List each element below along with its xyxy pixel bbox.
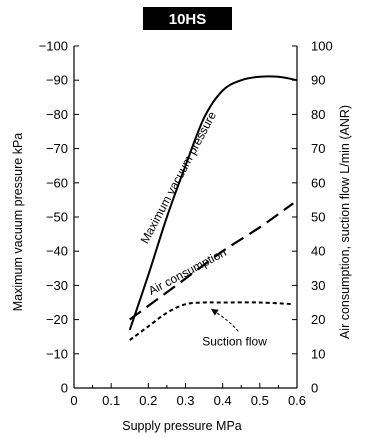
right-tick-label: 60: [311, 175, 325, 190]
right-tick-label: 0: [311, 381, 318, 396]
right-tick-label: 100: [311, 39, 333, 54]
right-axis-title: Air consumption, suction flow L/min (ANR…: [338, 105, 352, 339]
right-tick-label: 30: [311, 278, 325, 293]
x-tick-label: 0.6: [288, 393, 306, 408]
x-tick-label: 0.4: [214, 393, 232, 408]
left-tick-label: −90: [46, 73, 68, 88]
left-tick-label: 0: [61, 381, 68, 396]
x-axis-title: Supply pressure MPa: [122, 419, 242, 433]
x-tick-label: 0: [70, 393, 77, 408]
x-tick-label: 0.5: [251, 393, 269, 408]
annotation-suction-flow: Suction flow: [202, 334, 267, 348]
right-tick-label: 90: [311, 73, 325, 88]
right-tick-label: 80: [311, 107, 325, 122]
series-line-maximum-vacuum-pressure: [128, 75, 298, 331]
left-tick-label: −20: [46, 312, 68, 327]
x-tick-label: 0.1: [102, 393, 120, 408]
title-badge-background: [143, 7, 232, 30]
series-line-suction-flow: [129, 301, 294, 341]
annotation-maximum-vacuum-pressure: Maximum vacuum pressure: [137, 109, 219, 246]
x-axis-ticks: 0 0.1 0.2 0.3 0.4 0.5 0.6: [70, 383, 306, 408]
right-tick-label: 70: [311, 141, 325, 156]
series-line-air-consumption: [129, 202, 294, 321]
right-tick-label: 50: [311, 210, 325, 225]
left-tick-label: −100: [39, 39, 68, 54]
title-badge: 10HS: [143, 7, 232, 30]
left-tick-label: −30: [46, 278, 68, 293]
x-tick-label: 0.2: [139, 393, 157, 408]
right-tick-label: 40: [311, 244, 325, 259]
left-tick-label: −40: [46, 244, 68, 259]
annotation-air-consumption: Air consumption: [146, 245, 229, 298]
annotation-arrow-suction-flow: [210, 308, 239, 332]
chart-title: 10HS: [169, 11, 207, 28]
left-tick-label: −10: [46, 346, 68, 361]
left-tick-label: −80: [46, 107, 68, 122]
right-tick-label: 10: [311, 346, 325, 361]
left-tick-label: −50: [46, 210, 68, 225]
right-tick-label: 20: [311, 312, 325, 327]
right-axis-ticks: 0 10 20 30 40 50 60 70 80 90 100: [292, 39, 333, 396]
left-axis-title: Maximum vacuum pressure kPa: [11, 133, 25, 312]
x-tick-label: 0.3: [176, 393, 194, 408]
left-tick-label: −70: [46, 141, 68, 156]
left-axis-ticks: 0 −10 −20 −30 −40 −50 −60 −70 −80 −90 −100: [39, 39, 79, 396]
series-layer: [128, 75, 298, 341]
left-tick-label: −60: [46, 175, 68, 190]
